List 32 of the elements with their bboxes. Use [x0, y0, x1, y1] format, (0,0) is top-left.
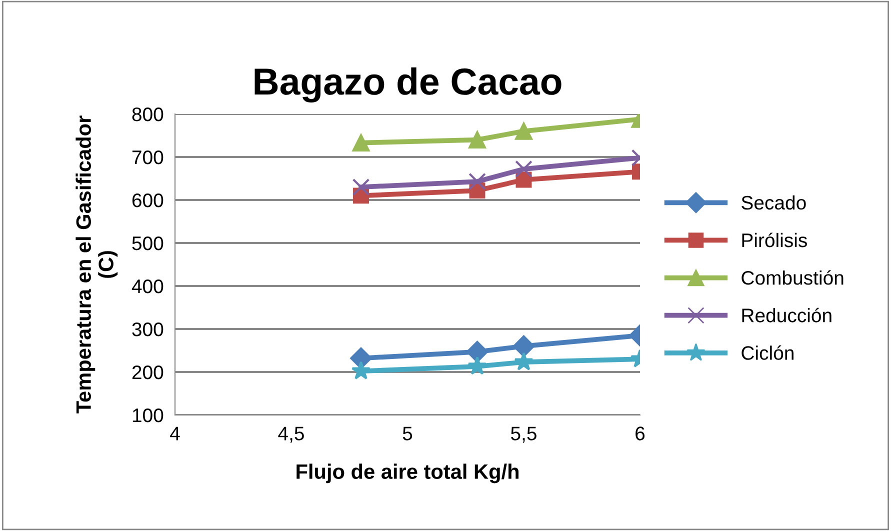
point — [351, 361, 371, 380]
point — [515, 122, 532, 140]
legend-label: Secado — [742, 195, 806, 210]
legend-label: Reducción — [742, 308, 832, 322]
y-tick-label: 700 — [132, 150, 164, 164]
x-tick-label: 4 — [170, 426, 180, 440]
point — [512, 335, 535, 358]
legend-label: Pirólisis — [742, 232, 807, 248]
point — [466, 340, 488, 363]
y-tick-label: 800 — [132, 107, 164, 122]
x-axis-title: Flujo de aire total Kg/h — [296, 464, 518, 484]
legend-label: Combustión — [742, 270, 844, 285]
y-tick-label: 300 — [132, 322, 164, 336]
y-axis-title: Temperatura en el Gasificador (C) — [76, 116, 118, 414]
point — [515, 160, 532, 178]
y-tick-label: 600 — [132, 193, 164, 208]
x-tick-label: 6 — [636, 426, 645, 440]
point — [352, 178, 370, 196]
point — [352, 134, 370, 152]
y-tick-label: 500 — [132, 236, 164, 250]
x-tick-label: 5 — [402, 426, 412, 440]
x-tick-label: 5,5 — [511, 426, 536, 443]
chart-title: Bagazo de Cacao — [254, 67, 562, 102]
point — [468, 172, 486, 190]
point — [468, 131, 486, 148]
y-tick-label: 100 — [132, 408, 164, 422]
x-tick-label: 4,5 — [278, 426, 304, 443]
point — [514, 352, 534, 370]
y-tick-label: 400 — [132, 279, 164, 294]
legend-label: Ciclón — [742, 345, 794, 360]
y-tick-label: 200 — [132, 365, 164, 380]
point — [468, 356, 487, 375]
